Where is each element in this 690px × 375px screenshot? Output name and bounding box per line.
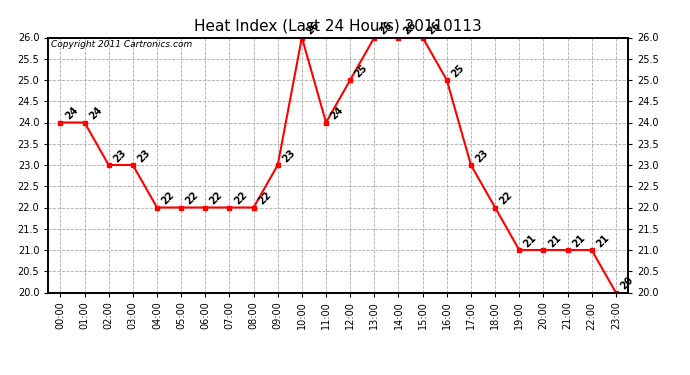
Text: 26: 26 xyxy=(305,20,322,37)
Text: 23: 23 xyxy=(112,148,128,164)
Text: 21: 21 xyxy=(522,232,539,249)
Text: 21: 21 xyxy=(595,232,611,249)
Text: 23: 23 xyxy=(474,148,491,164)
Text: 26: 26 xyxy=(377,20,394,37)
Text: 24: 24 xyxy=(63,105,80,122)
Text: 21: 21 xyxy=(546,232,563,249)
Text: 22: 22 xyxy=(160,190,177,207)
Text: 22: 22 xyxy=(498,190,515,207)
Text: 21: 21 xyxy=(571,232,587,249)
Text: 26: 26 xyxy=(402,20,418,37)
Title: Heat Index (Last 24 Hours) 20110113: Heat Index (Last 24 Hours) 20110113 xyxy=(194,18,482,33)
Text: 22: 22 xyxy=(257,190,273,207)
Text: 20: 20 xyxy=(619,275,635,292)
Text: 25: 25 xyxy=(450,63,466,79)
Text: 22: 22 xyxy=(208,190,225,207)
Text: 24: 24 xyxy=(329,105,346,122)
Text: 24: 24 xyxy=(88,105,104,122)
Text: Copyright 2011 Cartronics.com: Copyright 2011 Cartronics.com xyxy=(51,40,193,49)
Text: 23: 23 xyxy=(136,148,152,164)
Text: 25: 25 xyxy=(353,63,370,79)
Text: 23: 23 xyxy=(281,148,297,164)
Text: 26: 26 xyxy=(426,20,442,37)
Text: 22: 22 xyxy=(233,190,249,207)
Text: 22: 22 xyxy=(184,190,201,207)
